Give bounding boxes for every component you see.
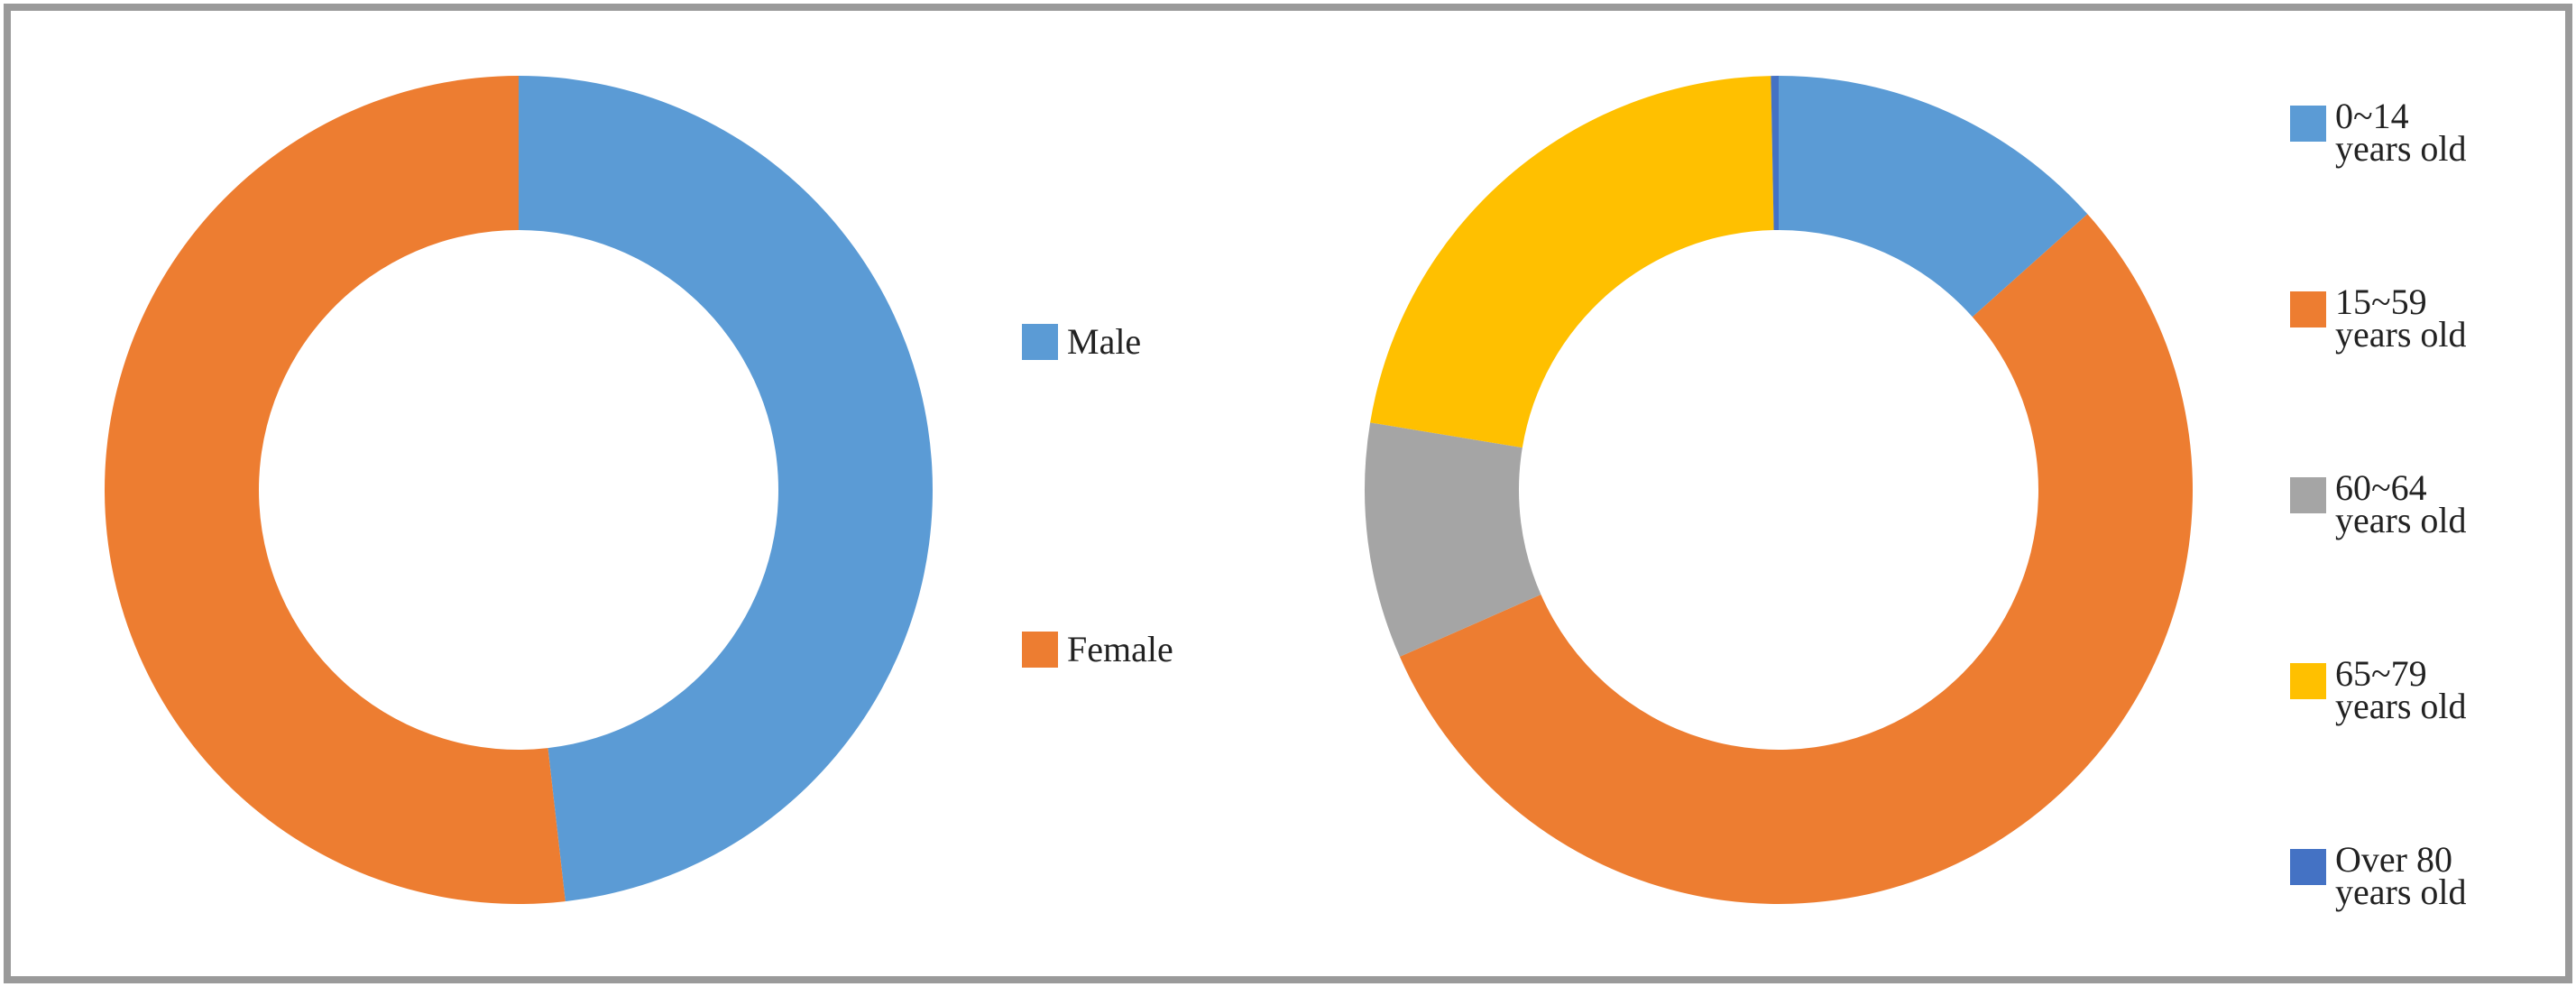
- donut-slice: [1771, 76, 1779, 231]
- legend-label: Over 80 years old: [2335, 839, 2467, 912]
- legend-label: 15~59 years old: [2335, 281, 2467, 355]
- legend-swatch: [2290, 849, 2326, 885]
- legend-swatch: [2290, 477, 2326, 513]
- legend-swatch: [1022, 632, 1058, 668]
- donut-slice: [1779, 76, 2088, 318]
- donut-slice: [1399, 214, 2194, 905]
- legend-swatch: [1022, 324, 1058, 360]
- legend-label: Male: [1067, 321, 1142, 362]
- donut-slice: [1365, 422, 1541, 657]
- donut-slice: [1370, 76, 1774, 448]
- donut-slice: [104, 76, 566, 905]
- legend-swatch: [2290, 663, 2326, 699]
- legend-label: 60~64 years old: [2335, 467, 2467, 540]
- legend-label: 0~14 years old: [2335, 96, 2467, 169]
- legend-label: 65~79 years old: [2335, 653, 2467, 726]
- frame: [4, 4, 2572, 983]
- legend-swatch: [2290, 106, 2326, 142]
- legend-swatch: [2290, 291, 2326, 327]
- legend-label: Female: [1067, 629, 1173, 669]
- donut-slice: [519, 76, 933, 902]
